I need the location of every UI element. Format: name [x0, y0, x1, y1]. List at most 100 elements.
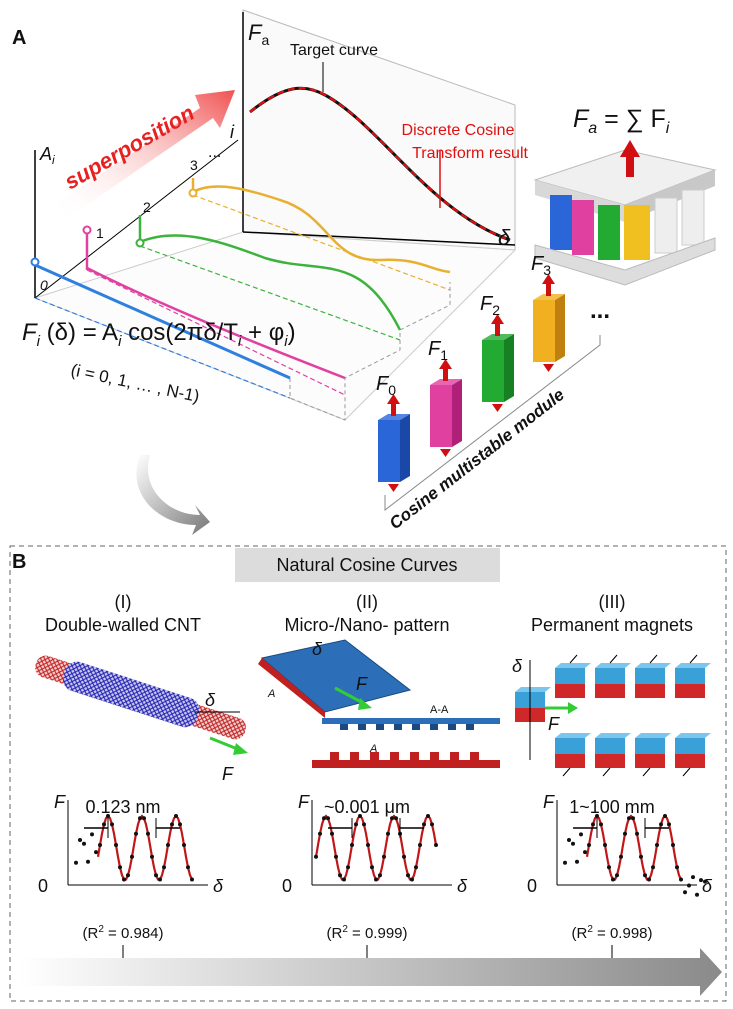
data-point	[86, 859, 90, 864]
data-point	[146, 831, 150, 836]
data-point	[647, 877, 651, 882]
data-point	[679, 877, 683, 882]
data-point	[94, 850, 98, 855]
magnet-lead	[682, 767, 691, 777]
magnet	[555, 754, 585, 768]
component-index: 3	[190, 157, 198, 173]
panel-title: Natural Cosine Curves	[276, 555, 457, 575]
magnet	[635, 668, 665, 684]
fit-label: (R2 = 0.999)	[326, 924, 407, 942]
magnet	[675, 754, 705, 768]
force-arrow	[358, 698, 372, 710]
fa-axis-label: Fa	[248, 20, 269, 48]
diagram-label: F	[356, 674, 368, 694]
text-part: = 0.999)	[348, 925, 408, 942]
magnets	[515, 654, 711, 777]
magnet	[675, 663, 711, 668]
magnet	[595, 733, 631, 738]
column-numeral: (III)	[599, 592, 626, 612]
fit-curve	[314, 814, 438, 881]
text-part: F	[22, 319, 38, 346]
plot-axis-label: F	[54, 792, 66, 812]
data-point	[430, 822, 434, 827]
force-arrow	[492, 404, 503, 412]
module-bracket	[384, 335, 601, 512]
superposition-label: superposition	[60, 100, 198, 194]
data-point	[410, 877, 414, 882]
text-part: a	[588, 120, 597, 137]
component-curve	[139, 234, 402, 331]
cnt	[35, 655, 246, 740]
data-point	[567, 838, 571, 842]
data-point	[362, 822, 366, 827]
data-point	[78, 838, 82, 842]
data-point	[334, 854, 338, 859]
box-base	[534, 237, 716, 286]
data-point	[326, 816, 330, 821]
component-start	[188, 188, 198, 198]
component-curve	[86, 266, 346, 380]
magnet	[555, 684, 585, 698]
fit-label: (R2 = 0.984)	[82, 924, 163, 942]
data-point	[635, 831, 639, 836]
data-point	[663, 814, 667, 818]
data-point	[158, 877, 162, 882]
module-block	[452, 379, 462, 447]
force-arrow	[568, 702, 578, 714]
tooth	[390, 752, 399, 760]
tooth	[412, 724, 420, 730]
data-point	[563, 860, 567, 865]
magnet	[555, 668, 585, 684]
diagram-label: A	[369, 743, 377, 755]
data-point	[74, 860, 78, 865]
scale-arrow	[20, 948, 722, 996]
data-point	[687, 883, 691, 888]
text-part: (R	[82, 925, 98, 942]
pattern-slab	[260, 639, 412, 713]
text-part: 2	[492, 302, 500, 318]
data-point	[346, 865, 350, 870]
data-point	[330, 831, 334, 836]
text-part: F	[376, 373, 390, 395]
magnet	[675, 738, 705, 754]
data-point	[190, 877, 194, 882]
cnt-inner	[62, 661, 200, 728]
component-start	[30, 257, 40, 267]
shape: i	[52, 153, 55, 167]
force-arrow	[439, 359, 452, 369]
module-label: F0	[376, 373, 396, 398]
box-bar	[681, 189, 705, 246]
data-point	[659, 822, 663, 827]
module-block	[378, 414, 410, 420]
data-point	[174, 814, 178, 818]
force-arrow	[626, 155, 634, 177]
data-point	[90, 832, 94, 837]
magnet-lead	[689, 654, 698, 664]
data-point	[118, 865, 122, 870]
data-point	[695, 892, 699, 897]
text-part: + φ	[241, 319, 284, 346]
text-part: F	[428, 338, 442, 360]
component-baseline	[139, 245, 401, 341]
pattern-teeth	[330, 724, 479, 760]
data-point	[186, 865, 190, 870]
module-caption: Cosine multistable module	[386, 385, 568, 533]
magnet	[675, 684, 705, 698]
diagram-label: A	[267, 688, 275, 700]
text-part: F	[480, 293, 494, 315]
magnet	[595, 738, 625, 754]
diagram-label: A-A	[430, 704, 449, 716]
data-point	[378, 873, 382, 878]
tooth	[350, 752, 359, 760]
text-part: )	[288, 319, 296, 346]
data-point	[138, 816, 142, 821]
text-part: 2	[342, 924, 348, 935]
module-label: F2	[480, 293, 500, 318]
data-point	[595, 814, 599, 818]
ai-axis-label: Ai	[39, 144, 55, 167]
tooth	[470, 752, 479, 760]
tooth	[448, 724, 456, 730]
data-point	[575, 859, 579, 864]
data-point	[675, 865, 679, 870]
